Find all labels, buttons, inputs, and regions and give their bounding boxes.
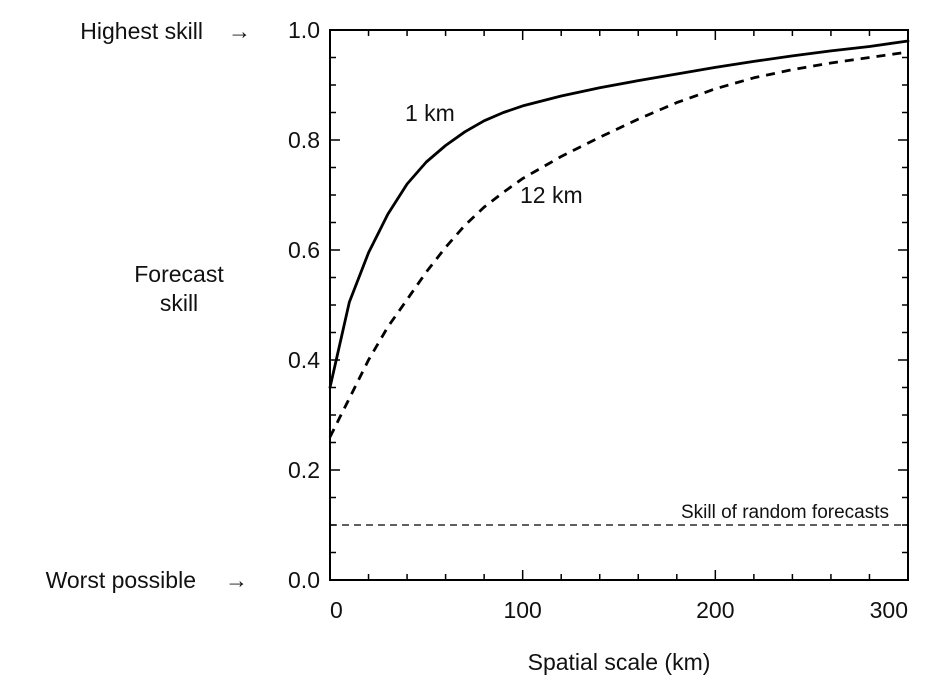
y-tick-label: 0.4: [288, 347, 320, 373]
y-tick-label: 0.8: [288, 127, 320, 153]
x-tick-label: 300: [870, 597, 908, 623]
annotation-worst-possible-arrow: →: [225, 567, 248, 593]
x-tick-label: 0: [330, 597, 343, 623]
y-axis-label-line1: Forecast: [134, 261, 224, 287]
annotation-highest-skill-arrow: →: [228, 18, 251, 44]
y-tick-label: 0.0: [288, 567, 320, 593]
y-tick-label: 0.2: [288, 457, 320, 483]
x-tick-label: 100: [503, 597, 541, 623]
annotation-highest-skill: Highest skill: [80, 18, 203, 44]
x-tick-label: 200: [696, 597, 734, 623]
series-lines: [328, 39, 910, 438]
annotation-worst-possible: Worst possible: [46, 567, 196, 593]
series-label-1km: 1 km: [405, 100, 455, 126]
series-line-1km: [328, 39, 910, 389]
random-forecast-label: Skill of random forecasts: [681, 502, 889, 523]
series-line-12km: [328, 50, 909, 438]
x-ticks: 0 100 200 300: [329, 30, 909, 623]
x-axis-label: Spatial scale (km): [528, 649, 711, 675]
y-axis-label-line2: skill: [160, 290, 198, 316]
y-ticks: 0.0 0.2 0.4 0.6 0.8 1.0: [288, 17, 908, 593]
y-tick-label: 1.0: [288, 17, 320, 43]
y-tick-label: 0.6: [288, 237, 320, 263]
series-label-12km: 12 km: [520, 182, 583, 208]
